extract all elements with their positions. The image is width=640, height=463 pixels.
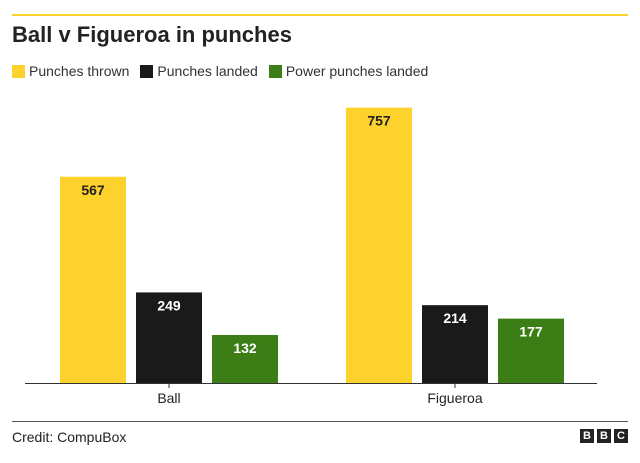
- bbc-logo: B B C: [577, 429, 628, 443]
- bar-ball-punches-thrown: [60, 176, 126, 383]
- data-label: 132: [233, 340, 257, 356]
- legend-swatch: [12, 64, 25, 78]
- bar-figueroa-punches-thrown: [346, 107, 412, 384]
- legend-swatch: [268, 64, 282, 78]
- data-label: 214: [443, 310, 467, 326]
- legend-item-punches-thrown: Punches thrown: [12, 63, 129, 79]
- legend-label: Power punches landed: [285, 63, 429, 79]
- legend-item-punches-landed: Punches landed: [140, 63, 258, 79]
- logo-letter: C: [614, 429, 628, 443]
- top-rule: [12, 14, 628, 16]
- legend: Punches thrown Punches landed Power punc…: [12, 62, 439, 80]
- data-label: 249: [157, 297, 181, 313]
- bar-figueroa-power-punches-landed: [498, 318, 564, 383]
- legend-swatch: [140, 64, 154, 78]
- category-label: Ball: [157, 390, 180, 406]
- bar-ball-punches-landed: [136, 292, 202, 383]
- legend-item-power-punches-landed: Power punches landed: [268, 63, 429, 79]
- credit-text: Credit: CompuBox: [12, 429, 127, 445]
- logo-letter: B: [597, 429, 611, 443]
- legend-label: Punches thrown: [29, 63, 130, 79]
- data-label: 757: [367, 113, 391, 129]
- bar-figueroa-punches-landed: [422, 305, 488, 383]
- footer-rule: [12, 421, 628, 422]
- data-label: 567: [81, 182, 105, 198]
- chart-title: Ball v Figueroa in punches: [12, 22, 292, 47]
- data-label: 177: [519, 324, 543, 340]
- bar-chart: 567 249 132 Ball 757 214 177 Figueroa: [25, 107, 597, 406]
- legend-label: Punches landed: [157, 63, 258, 79]
- logo-letter: B: [580, 429, 594, 443]
- bar-ball-power-punches-landed: [212, 334, 278, 383]
- category-label: Figueroa: [427, 390, 482, 406]
